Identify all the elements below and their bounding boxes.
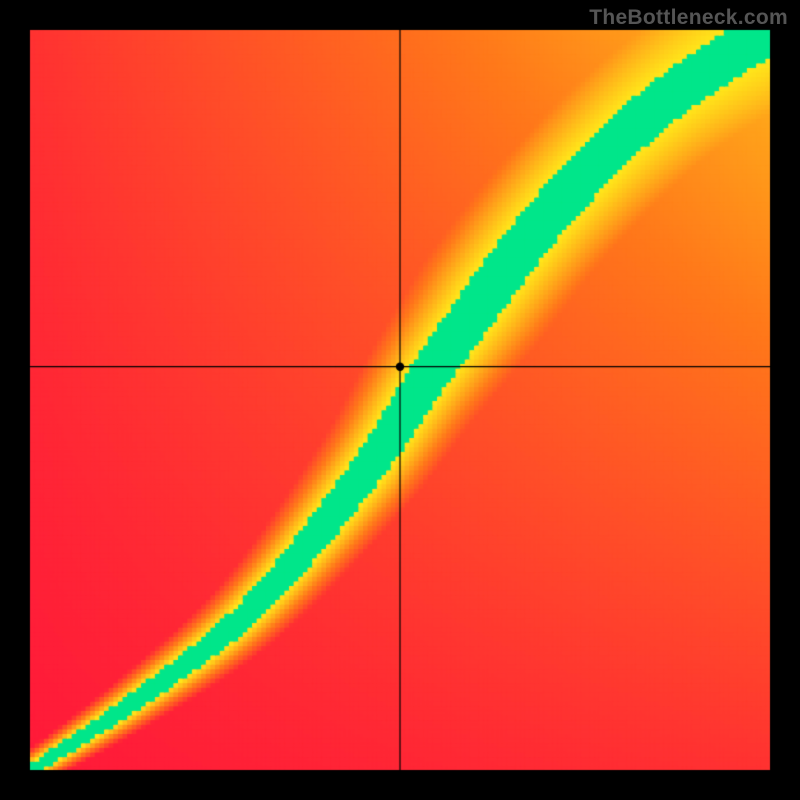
chart-container: TheBottleneck.com: [0, 0, 800, 800]
bottleneck-heatmap-canvas: [0, 0, 800, 800]
watermark-text: TheBottleneck.com: [589, 6, 788, 30]
